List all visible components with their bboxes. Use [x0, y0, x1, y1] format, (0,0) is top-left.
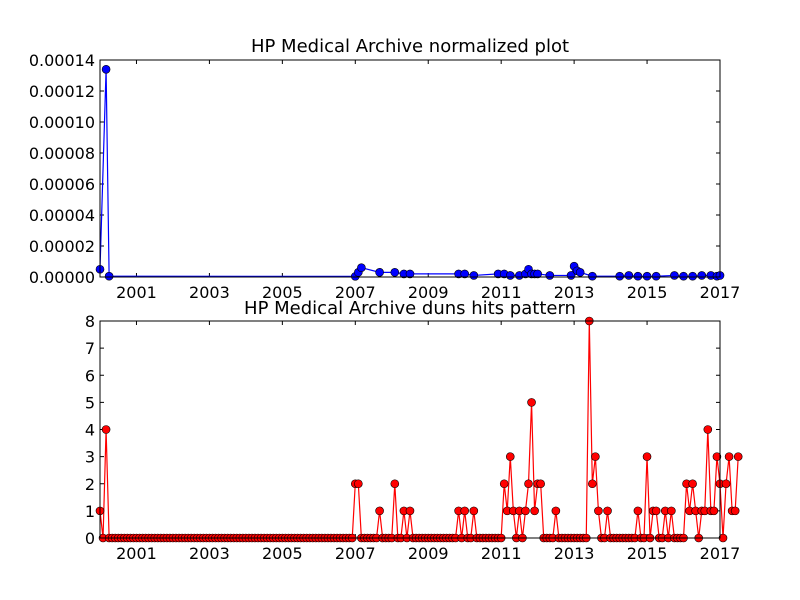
data-point — [703, 425, 713, 434]
data-point — [354, 479, 363, 489]
y-tick-label: 0.00014 — [29, 51, 95, 70]
data-point — [651, 271, 661, 281]
y-tick-label: 1 — [85, 502, 95, 521]
plot-frame — [99, 320, 721, 539]
y-tick-label: 0.00002 — [29, 237, 95, 256]
x-tick-label: 2009 — [408, 283, 449, 302]
y-tick-label: 0.00008 — [29, 144, 95, 163]
data-point — [591, 452, 600, 461]
series-line — [99, 320, 739, 539]
x-tick-label: 2003 — [189, 544, 230, 563]
data-point — [594, 506, 603, 516]
data-point — [469, 271, 479, 280]
data-point — [588, 271, 597, 281]
data-point — [724, 452, 734, 461]
data-point — [670, 271, 679, 280]
data-point — [460, 506, 469, 516]
x-tick-label: 2011 — [481, 283, 522, 302]
data-point — [633, 506, 643, 516]
x-tick-label: 2017 — [700, 283, 741, 302]
y-tick-label: 8 — [85, 312, 95, 331]
y-tick-label: 0.00004 — [29, 206, 95, 225]
data-point — [390, 268, 400, 277]
data-point — [527, 398, 536, 407]
data-point — [679, 271, 688, 281]
y-tick-label: 0.00000 — [29, 268, 95, 287]
x-tick-label: 2017 — [700, 544, 741, 563]
x-tick-label: 2001 — [116, 544, 157, 563]
chart-title: HP Medical Archive duns hits pattern — [244, 298, 576, 319]
data-point — [505, 452, 515, 461]
data-point — [712, 452, 722, 461]
data-point — [642, 271, 652, 281]
data-point — [697, 271, 707, 280]
data-point — [505, 271, 515, 280]
data-point — [721, 479, 731, 489]
data-point — [524, 479, 533, 489]
data-point — [101, 65, 111, 74]
duns-hits-chart: HP Medical Archive duns hits pattern 0 1 2… — [85, 298, 743, 563]
data-point — [530, 506, 539, 516]
x-tick-label: 2003 — [189, 283, 230, 302]
data-point — [624, 271, 634, 280]
normalized-plot-chart: HP Medical Archive normalized plot 0.000… — [29, 36, 741, 302]
data-point — [499, 479, 509, 489]
data-point — [390, 479, 400, 489]
data-point — [733, 452, 743, 461]
data-point — [588, 479, 597, 489]
y-tick-label: 3 — [85, 448, 95, 467]
data-point — [688, 271, 697, 281]
series-line — [99, 69, 721, 277]
data-point — [521, 506, 530, 516]
chart-title: HP Medical Archive normalized plot — [251, 36, 569, 57]
data-point — [551, 506, 561, 516]
data-point — [651, 506, 661, 516]
y-tick-label: 0 — [85, 529, 95, 548]
data-point — [615, 271, 625, 281]
x-tick-label: 2009 — [408, 544, 449, 563]
x-tick-label: 2005 — [262, 544, 303, 563]
data-point — [104, 271, 114, 281]
data-point — [533, 269, 542, 279]
data-point — [101, 425, 111, 434]
data-point — [545, 271, 555, 280]
data-point — [709, 506, 719, 516]
x-tick-label: 2015 — [627, 544, 668, 563]
y-tick-label: 0.00012 — [29, 82, 95, 101]
data-point — [688, 479, 697, 489]
plot-frame — [99, 59, 721, 278]
data-point — [633, 271, 643, 281]
data-point — [460, 269, 470, 279]
x-tick-label: 2007 — [335, 283, 376, 302]
x-tick-label: 2013 — [554, 544, 595, 563]
x-tick-label: 2013 — [554, 283, 595, 302]
data-point — [375, 506, 384, 516]
data-point — [375, 268, 384, 277]
x-tick-label: 2001 — [116, 283, 157, 302]
data-point — [469, 506, 479, 516]
data-point — [405, 506, 415, 516]
y-tick-label: 5 — [85, 393, 95, 412]
data-point — [405, 269, 415, 279]
data-point — [730, 506, 740, 516]
x-tick-label: 2007 — [335, 544, 376, 563]
data-point — [667, 506, 676, 516]
x-tick-label: 2015 — [627, 283, 668, 302]
x-tick-label: 2005 — [262, 283, 303, 302]
data-point — [357, 263, 366, 273]
y-tick-label: 0.00006 — [29, 175, 95, 194]
y-tick-label: 6 — [85, 366, 95, 385]
y-tick-label: 2 — [85, 475, 95, 494]
y-tick-label: 7 — [85, 339, 95, 358]
data-point — [575, 268, 585, 277]
y-tick-label: 4 — [85, 421, 95, 440]
data-point — [536, 479, 545, 489]
data-point — [642, 452, 652, 461]
y-tick-label: 0.00010 — [29, 113, 95, 132]
x-tick-label: 2011 — [481, 544, 522, 563]
data-point — [603, 506, 612, 516]
